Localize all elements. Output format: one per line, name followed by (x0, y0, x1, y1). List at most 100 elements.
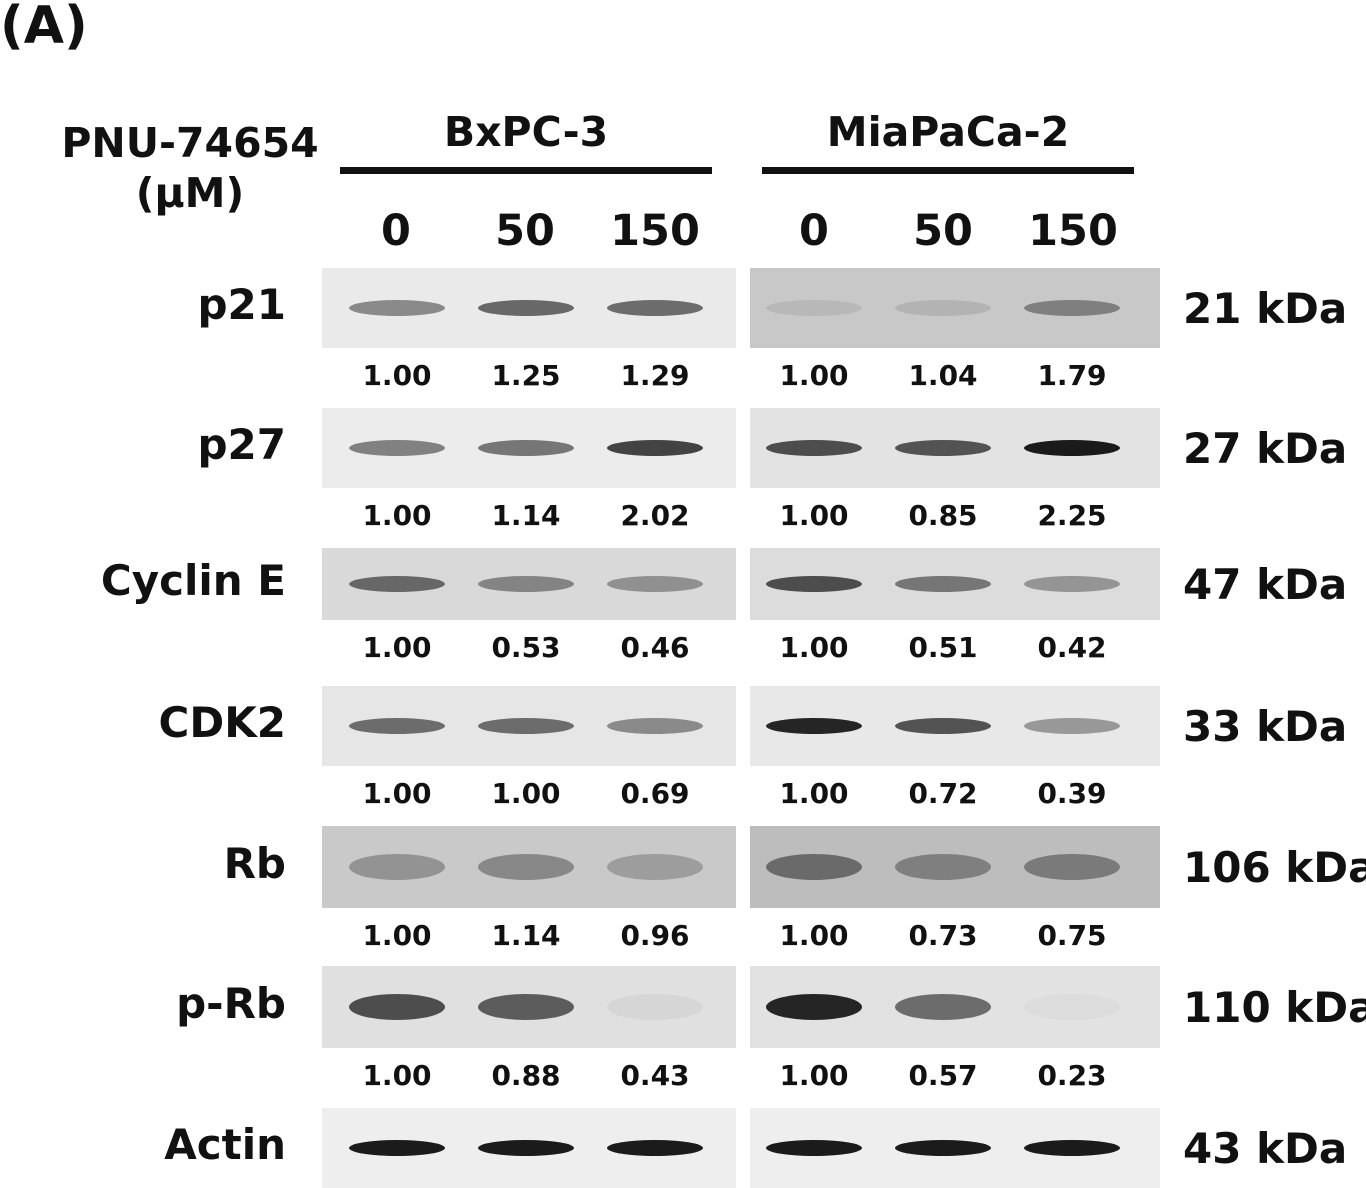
kda-label: 106 kDa (1183, 843, 1366, 892)
quantification-value: 1.00 (491, 777, 561, 810)
blot-image (750, 548, 1160, 620)
blot-band (1024, 440, 1120, 456)
quantification-value: 0.69 (620, 777, 690, 810)
quantification-value: 1.00 (362, 631, 432, 664)
quantification-value: 0.75 (1037, 919, 1107, 952)
blot-band (895, 576, 991, 592)
blot-band (895, 1140, 991, 1156)
kda-label: 110 kDa (1183, 983, 1366, 1032)
blot-band (766, 440, 862, 456)
quantification-value: 1.00 (779, 919, 849, 952)
panel-label: (A) (0, 0, 88, 56)
blot-band (349, 994, 445, 1020)
quantification-value: 0.73 (908, 919, 978, 952)
protein-label-actin: Actin (164, 1120, 286, 1169)
blot-band (766, 718, 862, 734)
quantification-value: 1.00 (779, 631, 849, 664)
blot-image (322, 548, 736, 620)
blot-band (478, 300, 574, 316)
blot-band (607, 854, 703, 880)
blot-band (895, 440, 991, 456)
quantification-value: 1.14 (491, 919, 561, 952)
quantification-value: 1.25 (491, 359, 561, 392)
kda-label: 47 kDa (1183, 560, 1348, 609)
quantification-value: 1.00 (362, 359, 432, 392)
blot-band (1024, 854, 1120, 880)
blot-image (322, 1108, 736, 1188)
blot-image (750, 1108, 1160, 1188)
protein-label-p-rb: p-Rb (176, 979, 286, 1028)
quantification-value: 0.72 (908, 777, 978, 810)
quantification-value: 2.02 (620, 499, 690, 532)
treatment-name: PNU-74654 (61, 119, 319, 167)
treatment-label: PNU-74654 (μM) (60, 118, 320, 218)
quantification-value: 0.46 (620, 631, 690, 664)
quantification-value: 1.00 (362, 499, 432, 532)
concentration-label: 150 (610, 206, 700, 256)
protein-label-p27: p27 (197, 420, 286, 469)
kda-label: 33 kDa (1183, 702, 1348, 751)
quantification-value: 1.14 (491, 499, 561, 532)
quantification-value: 1.00 (779, 499, 849, 532)
blot-band (607, 576, 703, 592)
quantification-value: 1.79 (1037, 359, 1107, 392)
quantification-value: 0.42 (1037, 631, 1107, 664)
quantification-value: 0.57 (908, 1059, 978, 1092)
quantification-value: 0.39 (1037, 777, 1107, 810)
quantification-value: 0.23 (1037, 1059, 1107, 1092)
blot-band (1024, 576, 1120, 592)
blot-band (607, 300, 703, 316)
quantification-value: 2.25 (1037, 499, 1107, 532)
blot-band (478, 718, 574, 734)
quantification-value: 0.88 (491, 1059, 561, 1092)
blot-band (895, 854, 991, 880)
quantification-value: 0.85 (908, 499, 978, 532)
protein-label-cdk2: CDK2 (158, 698, 286, 747)
blot-band (478, 854, 574, 880)
blot-band (766, 1140, 862, 1156)
blot-band (478, 994, 574, 1020)
quantification-value: 0.53 (491, 631, 561, 664)
protein-label-cyclin-e: Cyclin E (100, 556, 286, 605)
blot-band (478, 440, 574, 456)
blot-band (349, 718, 445, 734)
blot-image (322, 966, 736, 1048)
blot-band (766, 994, 862, 1020)
blot-band (1024, 718, 1120, 734)
blot-band (349, 300, 445, 316)
blot-image (322, 686, 736, 766)
blot-band (766, 576, 862, 592)
group-bar-miapaca2 (762, 167, 1134, 174)
concentration-label: 0 (799, 206, 829, 256)
blot-image (750, 686, 1160, 766)
kda-label: 27 kDa (1183, 424, 1348, 473)
blot-band (607, 718, 703, 734)
quantification-value: 1.00 (779, 1059, 849, 1092)
kda-label: 21 kDa (1183, 284, 1348, 333)
quantification-value: 1.29 (620, 359, 690, 392)
quantification-value: 0.43 (620, 1059, 690, 1092)
protein-label-rb: Rb (223, 839, 286, 888)
group-label-miapaca2: MiaPaCa-2 (826, 108, 1070, 156)
quantification-value: 0.96 (620, 919, 690, 952)
blot-band (478, 1140, 574, 1156)
blot-band (895, 300, 991, 316)
blot-band (895, 718, 991, 734)
protein-label-p21: p21 (197, 280, 286, 329)
quantification-value: 1.00 (362, 777, 432, 810)
quantification-value: 1.00 (779, 777, 849, 810)
quantification-value: 1.00 (362, 919, 432, 952)
group-bar-bxpc3 (340, 167, 712, 174)
blot-image (322, 826, 736, 908)
blot-band (607, 1140, 703, 1156)
blot-image (750, 408, 1160, 488)
concentration-label: 0 (381, 206, 411, 256)
quantification-value: 0.51 (908, 631, 978, 664)
concentration-label: 50 (495, 206, 555, 256)
blot-image (322, 408, 736, 488)
blot-band (1024, 300, 1120, 316)
blot-band (349, 576, 445, 592)
quantification-value: 1.04 (908, 359, 978, 392)
concentration-label: 50 (913, 206, 973, 256)
blot-image (750, 966, 1160, 1048)
